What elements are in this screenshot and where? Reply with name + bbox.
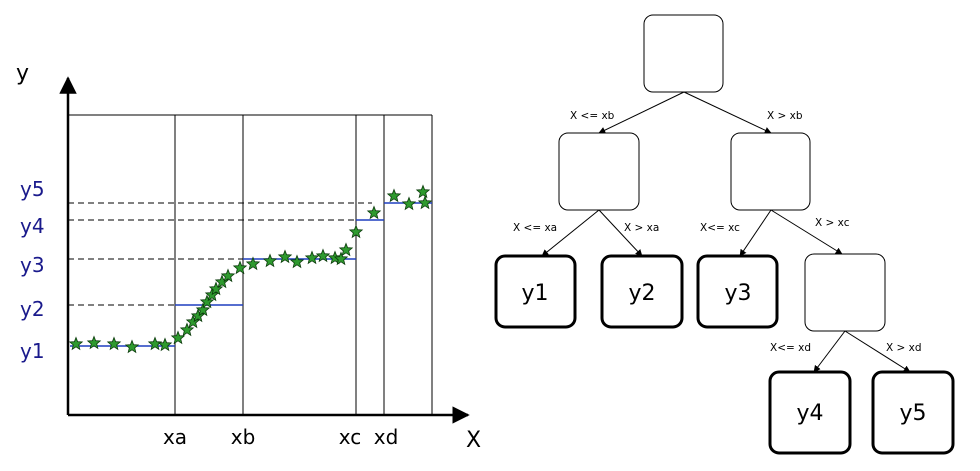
tree-node-split-xd — [804, 253, 886, 332]
y-tick-y2: y2 — [20, 297, 45, 321]
edge-label-c-left: X<= xd — [770, 342, 811, 354]
edge-a-right — [598, 209, 643, 257]
data-point-star — [304, 250, 320, 265]
leaf-label-y2: y2 — [628, 281, 655, 306]
data-point-star — [147, 336, 163, 351]
data-point-star — [195, 302, 211, 317]
tree-edge-labels: X <= xb X > xb X <= xa X > xa X<= xc X >… — [513, 110, 922, 354]
edge-label-a-right: X > xa — [624, 222, 659, 234]
data-point-star — [277, 249, 293, 264]
tree-node-split-xc — [730, 132, 811, 211]
leaf-label-y1: y1 — [521, 281, 548, 306]
x-axis-title: X — [466, 428, 481, 453]
data-point-star — [338, 242, 354, 257]
tree-leaf-y3 — [696, 254, 779, 329]
edge-a-left — [541, 209, 600, 257]
tree-node-root — [643, 14, 724, 93]
data-point-star — [208, 281, 224, 296]
edge-label-a-left: X <= xa — [513, 222, 557, 234]
edge-c-left — [813, 330, 846, 373]
edge-label-c-right: X > xd — [886, 342, 922, 354]
leaf-label-y3: y3 — [724, 281, 751, 306]
leaf-label-y4: y4 — [796, 401, 823, 426]
data-point-star — [348, 224, 364, 239]
data-point-star — [289, 254, 305, 269]
edge-label-root-right: X > xb — [767, 110, 803, 122]
edge-root-right — [683, 91, 772, 134]
y-tick-y5: y5 — [20, 177, 45, 201]
edge-b-left — [739, 209, 772, 257]
data-point-star — [262, 253, 278, 268]
decision-tree — [494, 14, 955, 455]
tree-leaf-y5 — [871, 370, 955, 455]
step-function-plot: y X y5 y4 y3 y2 y1 xa xb xc xd — [16, 61, 481, 453]
data-point-star — [86, 335, 102, 350]
tree-leaf-y4 — [768, 370, 852, 455]
y-axis-title: y — [16, 61, 29, 86]
data-point-star — [220, 268, 236, 283]
y-tick-y3: y3 — [20, 253, 45, 277]
data-point-star — [124, 339, 140, 354]
data-point-star — [106, 336, 122, 351]
data-point-star — [190, 308, 206, 323]
tree-leaf-labels: y1 y2 y3 y4 y5 — [521, 281, 926, 426]
tree-leaf-y1 — [494, 254, 577, 329]
edge-label-b-right: X > xc — [815, 217, 850, 229]
data-point-star — [185, 314, 201, 329]
tree-edges — [541, 91, 911, 373]
data-point-star — [232, 260, 248, 275]
tree-node-split-xa — [558, 132, 640, 211]
data-point-star — [157, 337, 173, 352]
x-tick-xd: xd — [374, 425, 399, 449]
data-point-star — [170, 330, 186, 345]
edge-root-left — [598, 91, 685, 134]
data-point-star — [333, 251, 349, 266]
x-tick-xa: xa — [163, 425, 187, 449]
data-point-star — [401, 196, 417, 211]
x-tick-xc: xc — [339, 425, 361, 449]
data-point-star — [199, 294, 215, 309]
step-segments — [70, 202, 432, 347]
data-point-star — [366, 205, 382, 220]
data-point-star — [417, 195, 433, 210]
data-point-star — [386, 188, 402, 203]
data-point-star — [179, 322, 195, 337]
data-point-star — [315, 248, 331, 263]
x-tick-xb: xb — [231, 425, 256, 449]
leaf-label-y5: y5 — [899, 401, 926, 426]
edge-label-root-left: X <= xb — [570, 110, 615, 122]
y-tick-y1: y1 — [20, 339, 45, 363]
edge-c-right — [844, 330, 911, 373]
data-points — [68, 184, 433, 354]
data-point-star — [415, 184, 431, 199]
data-point-star — [68, 336, 84, 351]
edge-label-b-left: X<= xc — [700, 222, 740, 234]
y-tick-y4: y4 — [20, 214, 45, 238]
data-point-star — [245, 256, 261, 271]
tree-leaf-y2 — [600, 254, 684, 329]
edge-b-right — [770, 209, 843, 255]
